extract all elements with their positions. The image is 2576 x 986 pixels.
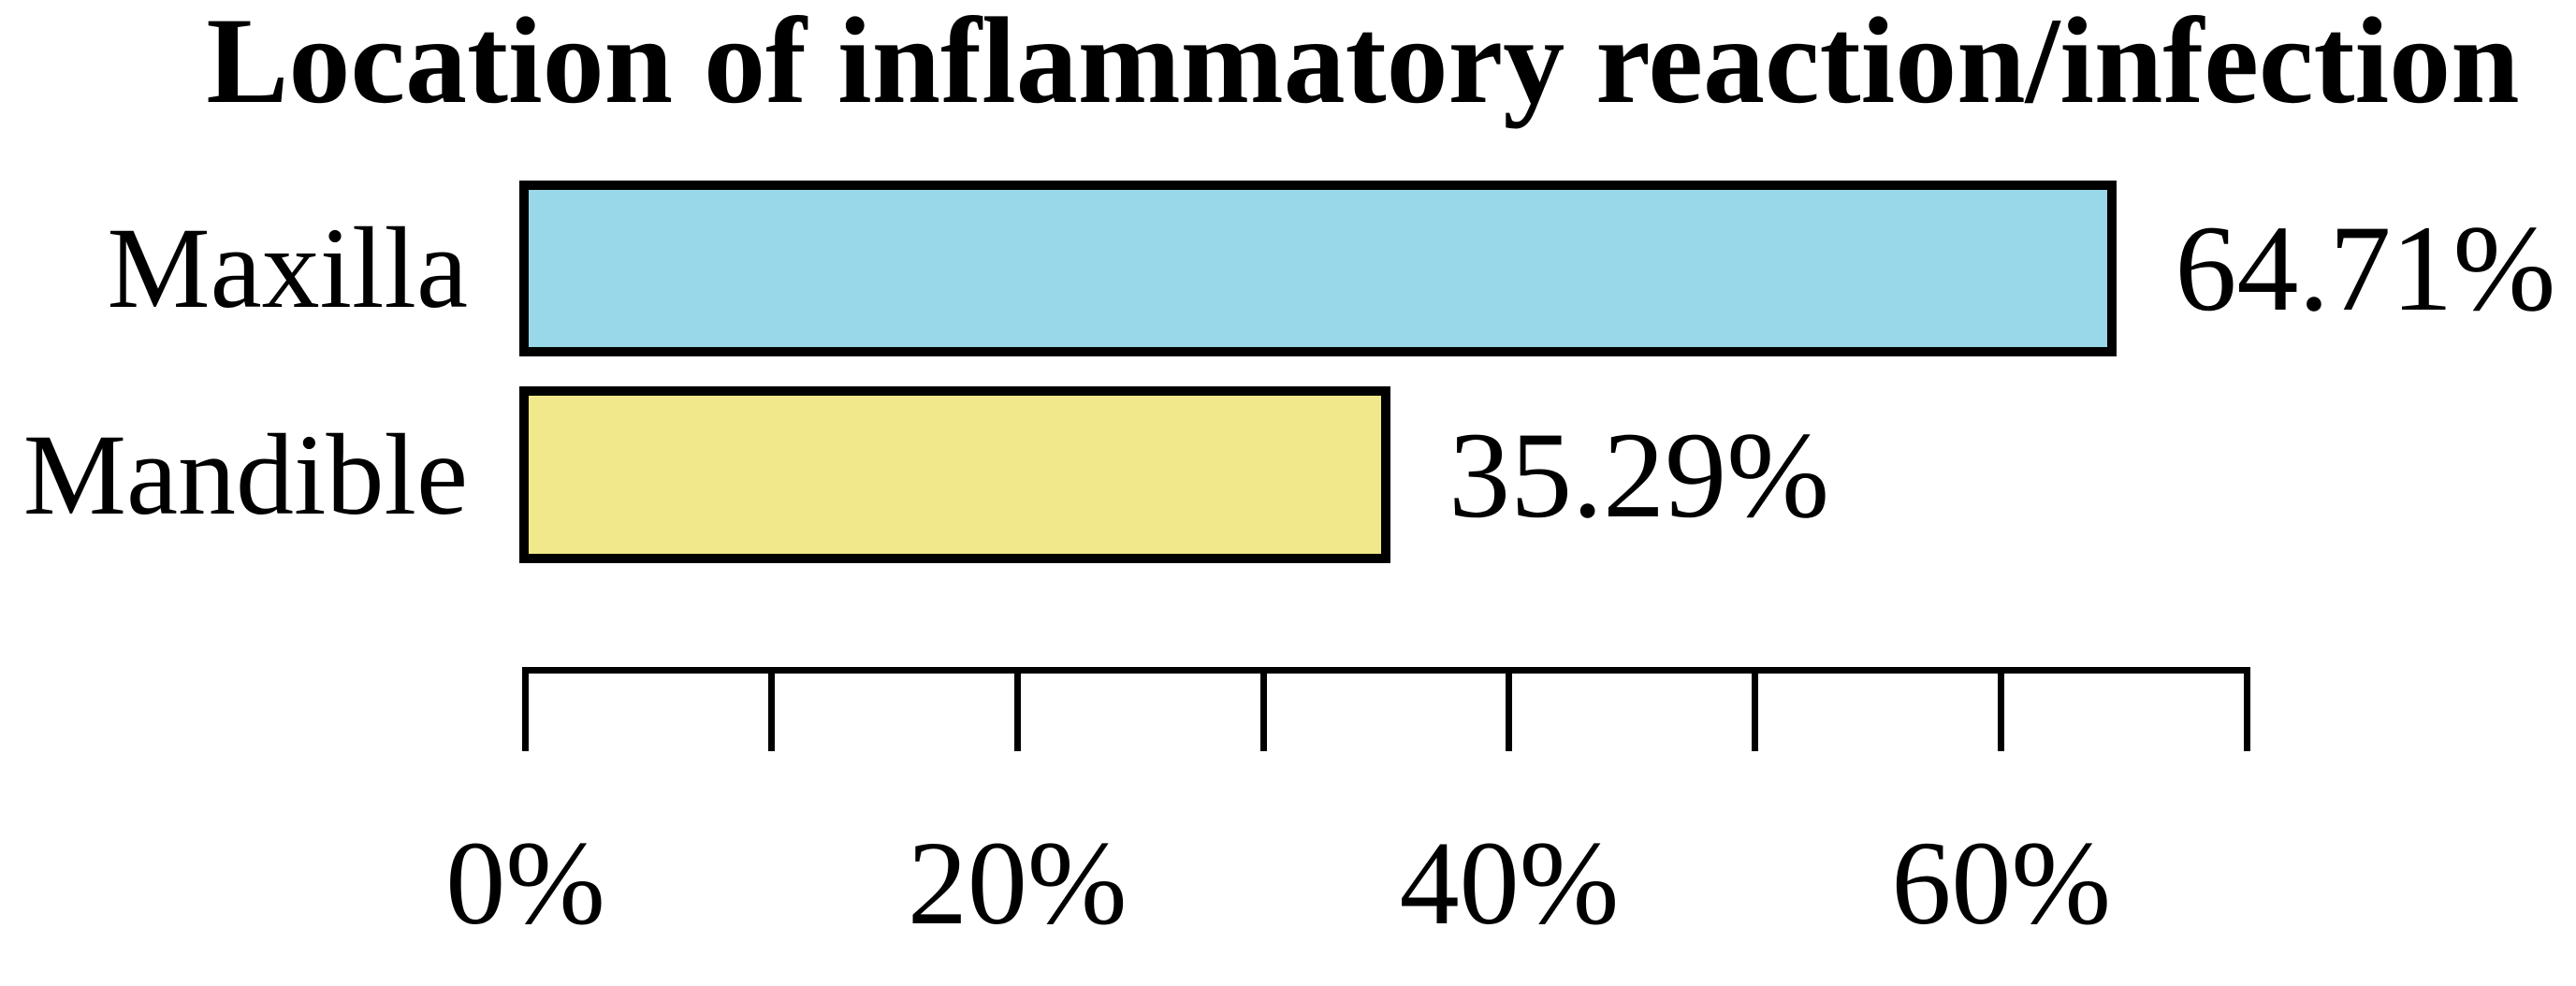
bar-mandible <box>519 386 1391 563</box>
axis-tick-label: 60% <box>1891 817 2111 950</box>
bar-maxilla <box>519 181 2118 356</box>
axis-tick <box>1752 667 1759 751</box>
axis-tick <box>767 667 775 751</box>
bar-row-mandible: Mandible 35.29% <box>0 386 2576 563</box>
axis-tick <box>1998 667 2005 751</box>
axis-tick <box>1259 667 1267 751</box>
axis-tick-label: 0% <box>445 817 605 950</box>
axis-tick-label: 40% <box>1399 817 1620 950</box>
value-label-maxilla: 64.71% <box>2175 199 2556 337</box>
value-label-mandible: 35.29% <box>1448 405 1830 544</box>
axis-tick <box>522 667 529 751</box>
bar-row-maxilla: Maxilla 64.71% <box>0 181 2576 356</box>
category-label-mandible: Mandible <box>22 410 468 539</box>
x-axis <box>522 667 2250 751</box>
axis-tick-label: 20% <box>907 817 1128 950</box>
x-axis-tick-labels: 0% 20% 40% 60% <box>445 817 2250 964</box>
category-label-maxilla: Maxilla <box>107 204 468 332</box>
axis-tick <box>2244 667 2250 751</box>
axis-tick <box>1506 667 1513 751</box>
chart-title: Location of inflammatory reaction/infect… <box>206 0 2520 129</box>
bars-area: Maxilla 64.71% Mandible 35.29% <box>0 181 2576 563</box>
axis-tick <box>1013 667 1021 751</box>
x-axis-line <box>522 667 2250 674</box>
